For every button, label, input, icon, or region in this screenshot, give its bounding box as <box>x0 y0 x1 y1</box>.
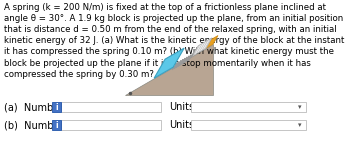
FancyBboxPatch shape <box>191 120 306 130</box>
FancyBboxPatch shape <box>52 120 61 130</box>
FancyBboxPatch shape <box>61 120 161 130</box>
Text: i: i <box>55 102 58 112</box>
Text: A spring (k = 200 N/m) is fixed at the top of a frictionless plane inclined at a: A spring (k = 200 N/m) is fixed at the t… <box>4 3 344 79</box>
Polygon shape <box>192 38 212 56</box>
Polygon shape <box>206 35 218 48</box>
Text: (a)  Number: (a) Number <box>4 102 63 112</box>
Text: Units: Units <box>169 120 194 130</box>
Text: (b)  Number: (b) Number <box>4 120 63 130</box>
FancyBboxPatch shape <box>52 102 61 112</box>
FancyBboxPatch shape <box>61 102 161 112</box>
FancyBboxPatch shape <box>191 102 306 112</box>
Text: Units: Units <box>169 102 194 112</box>
Polygon shape <box>154 48 184 78</box>
Text: i: i <box>55 120 58 130</box>
Polygon shape <box>125 44 213 95</box>
Text: ▾: ▾ <box>298 104 302 110</box>
Text: ▾: ▾ <box>298 122 302 128</box>
